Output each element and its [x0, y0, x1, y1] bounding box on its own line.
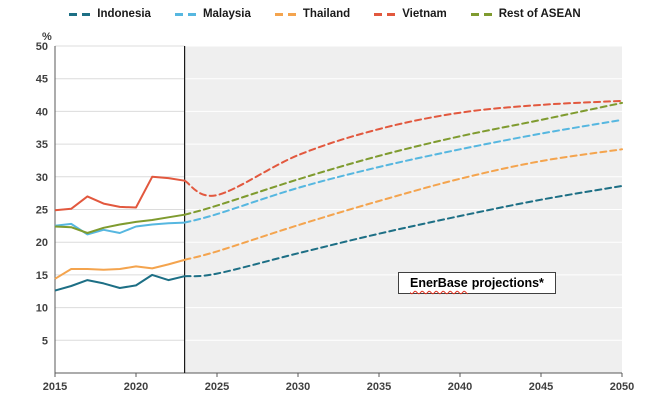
svg-text:2035: 2035 — [367, 381, 391, 393]
svg-text:10: 10 — [36, 303, 48, 315]
annotation-rest: projections* — [471, 276, 544, 290]
legend-item-indonesia: Indonesia — [69, 8, 151, 20]
svg-text:45: 45 — [36, 74, 48, 86]
svg-text:40: 40 — [36, 106, 48, 118]
legend-item-vietnam: Vietnam — [374, 8, 447, 20]
svg-text:2030: 2030 — [286, 381, 310, 393]
svg-text:30: 30 — [36, 172, 48, 184]
legend-dash-icon — [374, 12, 396, 16]
legend-dash-icon — [274, 12, 296, 16]
legend-dash-icon — [174, 12, 196, 16]
legend-dash-icon — [69, 12, 91, 16]
legend-label-indonesia: Indonesia — [97, 8, 151, 20]
legend-label-rest-of-asean: Rest of ASEAN — [498, 8, 581, 20]
legend-dash-icon — [470, 12, 492, 16]
svg-text:5: 5 — [42, 335, 48, 347]
svg-text:2050: 2050 — [610, 381, 634, 393]
legend-item-rest-of-asean: Rest of ASEAN — [470, 8, 581, 20]
legend-item-thailand: Thailand — [274, 8, 351, 20]
legend-label-vietnam: Vietnam — [402, 8, 447, 20]
projections-annotation-box: EnerBase projections* — [398, 272, 556, 294]
svg-text:2015: 2015 — [43, 381, 67, 393]
svg-text:50: 50 — [36, 41, 48, 53]
svg-text:25: 25 — [36, 205, 48, 217]
legend-label-malaysia: Malaysia — [202, 8, 251, 20]
legend-label-thailand: Thailand — [302, 8, 351, 20]
svg-text:2020: 2020 — [124, 381, 148, 393]
svg-text:2045: 2045 — [529, 381, 553, 393]
svg-text:2025: 2025 — [205, 381, 229, 393]
svg-text:2040: 2040 — [448, 381, 472, 393]
annotation-word: EnerBase — [410, 276, 468, 290]
svg-text:35: 35 — [36, 139, 48, 151]
svg-text:15: 15 — [36, 270, 48, 282]
chart-legend: Indonesia Malaysia Thailand Vietnam Rest… — [0, 8, 650, 20]
legend-item-malaysia: Malaysia — [174, 8, 251, 20]
svg-text:%: % — [42, 31, 52, 43]
svg-text:20: 20 — [36, 237, 48, 249]
